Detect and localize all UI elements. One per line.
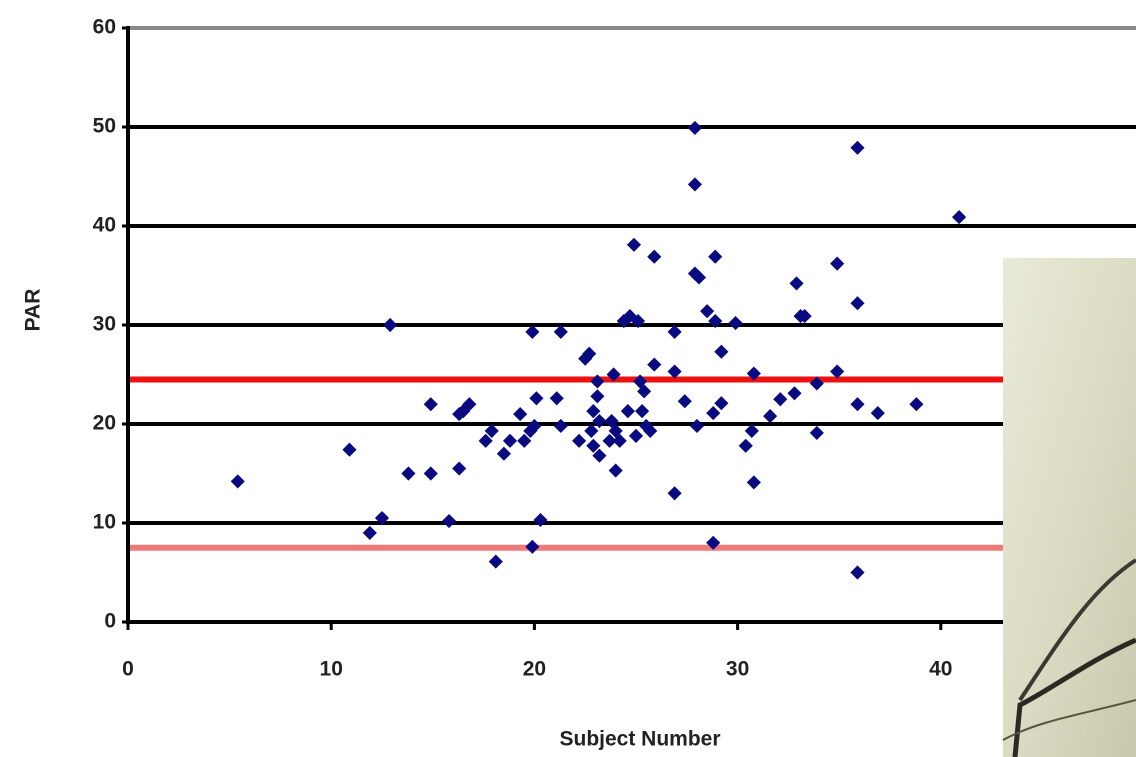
y-tick-label: 10 xyxy=(93,511,116,534)
point xyxy=(688,121,702,135)
point xyxy=(700,304,714,318)
x-tick-label: 30 xyxy=(726,658,749,681)
y-axis-label: PAR xyxy=(22,289,45,332)
point xyxy=(714,345,728,359)
point xyxy=(909,397,923,411)
point xyxy=(668,486,682,500)
point xyxy=(647,250,661,264)
point xyxy=(424,397,438,411)
y-tick-label: 40 xyxy=(93,214,116,237)
point xyxy=(590,389,604,403)
y-tick-label: 30 xyxy=(93,313,116,336)
point xyxy=(714,396,728,410)
point xyxy=(763,409,777,423)
point xyxy=(706,406,720,420)
point xyxy=(850,565,864,579)
point xyxy=(690,419,704,433)
point xyxy=(572,434,586,448)
point xyxy=(550,391,564,405)
point xyxy=(747,475,761,489)
point xyxy=(621,404,635,418)
point xyxy=(609,463,623,477)
point xyxy=(424,466,438,480)
point xyxy=(739,439,753,453)
point xyxy=(554,419,568,433)
point xyxy=(789,276,803,290)
x-tick-label: 0 xyxy=(122,658,134,681)
photo-overlay xyxy=(1003,258,1136,757)
x-tick-label: 40 xyxy=(929,658,952,681)
point xyxy=(342,443,356,457)
x-tick-label: 10 xyxy=(320,658,343,681)
y-tick-label: 50 xyxy=(93,115,116,138)
point xyxy=(647,358,661,372)
point xyxy=(850,141,864,155)
point xyxy=(810,426,824,440)
point xyxy=(952,210,966,224)
point xyxy=(728,316,742,330)
y-tick-label: 20 xyxy=(93,412,116,435)
point xyxy=(773,392,787,406)
y-tick-label: 60 xyxy=(93,16,116,39)
point xyxy=(489,555,503,569)
y-tick-label: 0 xyxy=(104,610,116,633)
point xyxy=(363,526,377,540)
point xyxy=(850,296,864,310)
point xyxy=(503,434,517,448)
point xyxy=(383,318,397,332)
point xyxy=(513,407,527,421)
point xyxy=(635,404,649,418)
point xyxy=(871,406,885,420)
point xyxy=(830,257,844,271)
point xyxy=(708,250,722,264)
point xyxy=(231,474,245,488)
point xyxy=(401,466,415,480)
point xyxy=(688,177,702,191)
x-tick-label: 20 xyxy=(523,658,546,681)
x-axis-label: Subject Number xyxy=(559,728,720,751)
point xyxy=(627,238,641,252)
point xyxy=(497,447,511,461)
point xyxy=(629,429,643,443)
plot-area: 0 10 20 30 40 50 60 0 10 20 30 40 xyxy=(93,16,1136,681)
chart: 0 10 20 30 40 50 60 0 10 20 30 40 Subject Number PA… xyxy=(0,0,1136,757)
point xyxy=(850,397,864,411)
point xyxy=(525,540,539,554)
point xyxy=(678,394,692,408)
point xyxy=(787,386,801,400)
point xyxy=(452,461,466,475)
point xyxy=(442,514,456,528)
point xyxy=(529,391,543,405)
